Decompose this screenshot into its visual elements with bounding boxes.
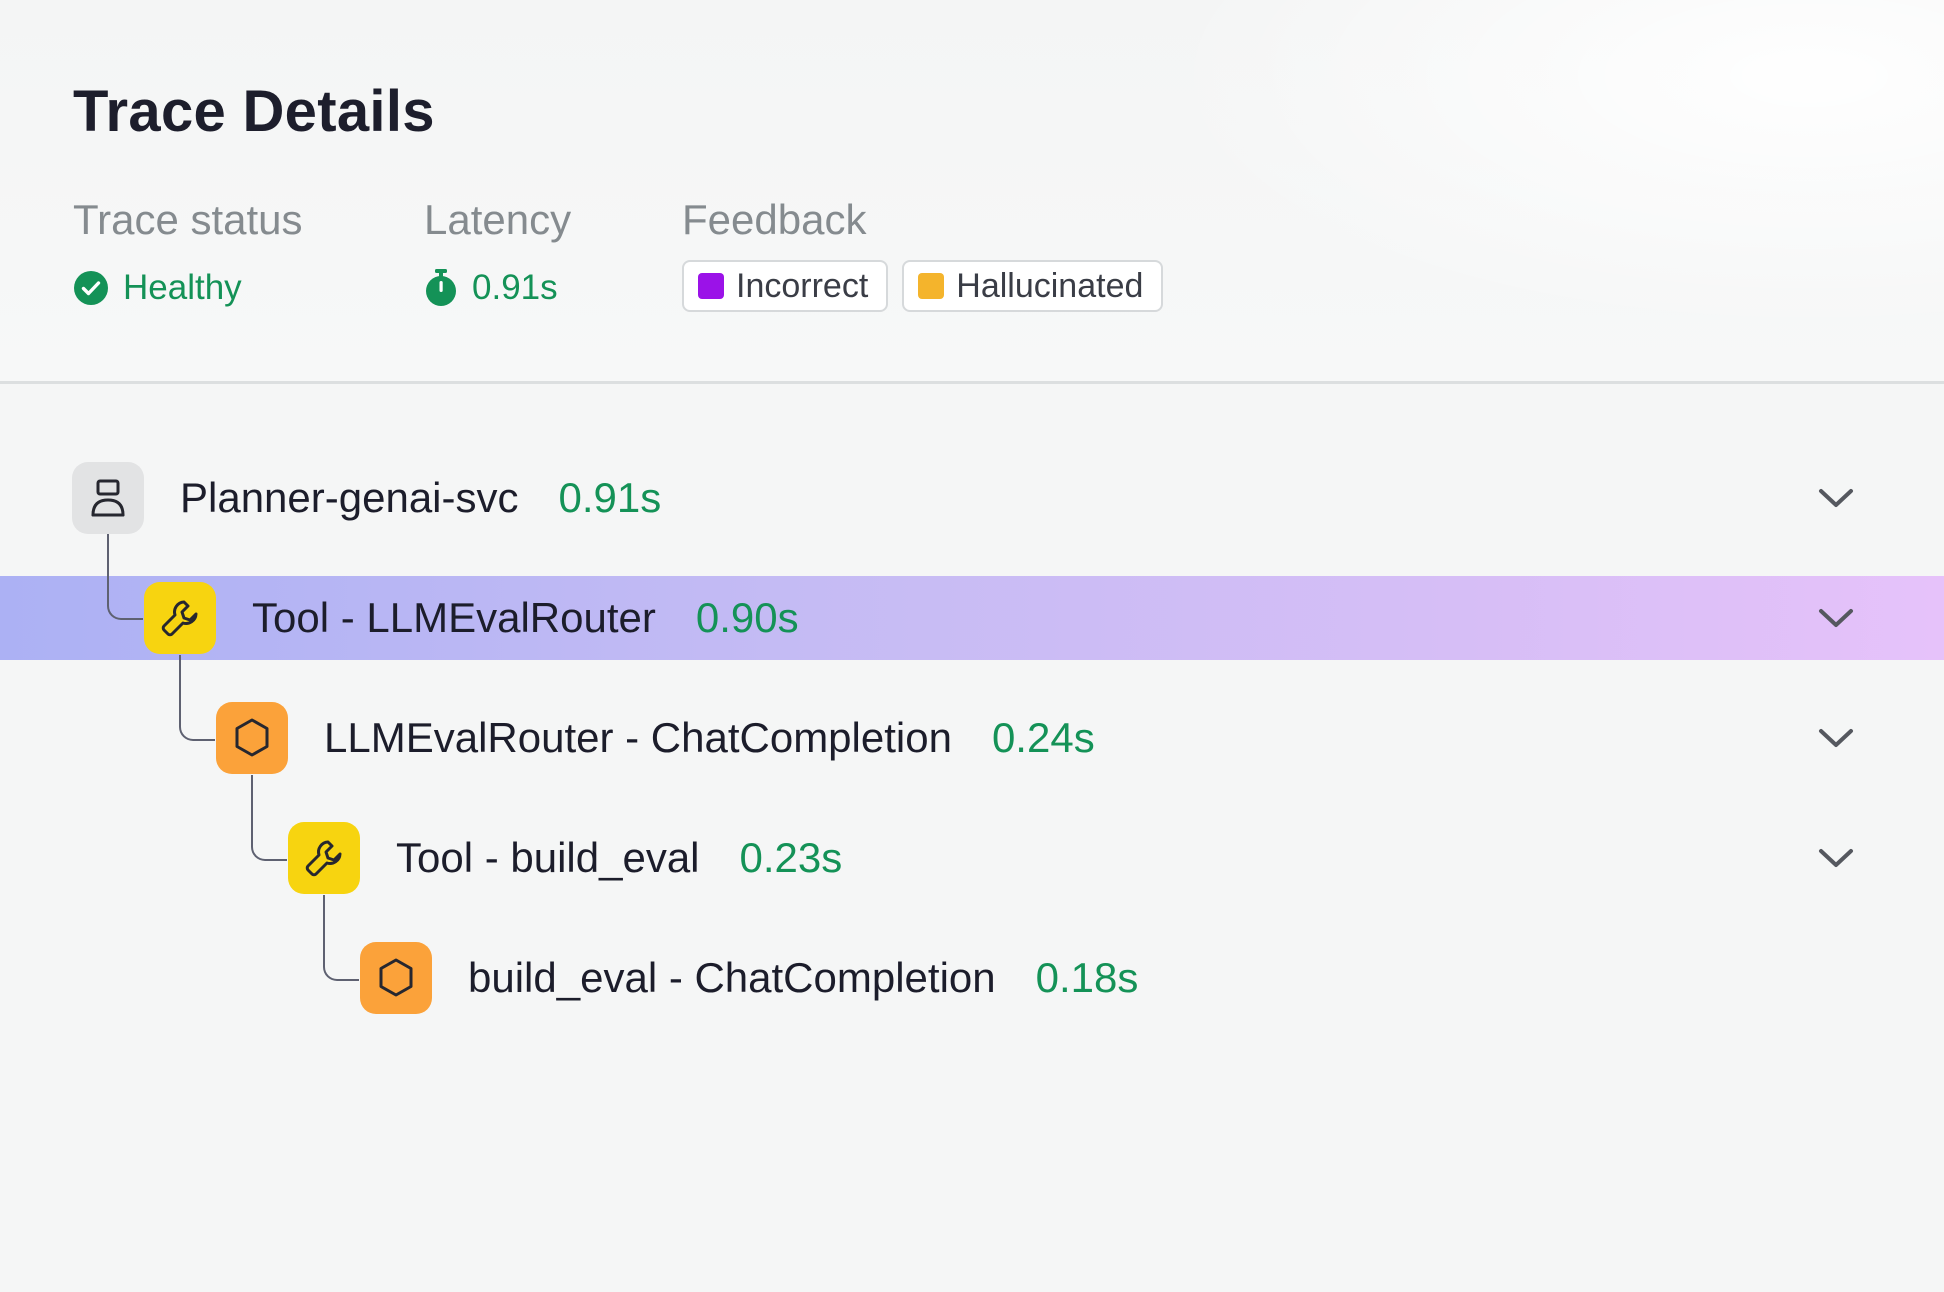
span-row-llmevalrouter-tool[interactable] — [144, 582, 216, 654]
span-label[interactable]: Tool - LLMEvalRouter 0.90s — [252, 590, 799, 646]
span-name: Planner-genai-svc — [180, 474, 519, 521]
wrench-icon — [161, 600, 198, 637]
span-duration: 0.24s — [991, 714, 1095, 761]
expand-button[interactable] — [1816, 478, 1856, 518]
expand-button[interactable] — [1816, 838, 1856, 878]
trace-status-text: Healthy — [123, 268, 242, 307]
tree-connector — [107, 534, 143, 620]
trace-status-label: Trace status — [73, 196, 303, 243]
span-duration: 0.91s — [558, 474, 662, 521]
span-row-build-eval-chat[interactable] — [360, 942, 432, 1014]
trace-header — [0, 0, 1944, 382]
expand-button[interactable] — [1816, 598, 1856, 638]
span-label[interactable]: build_eval - ChatCompletion 0.18s — [468, 950, 1138, 1006]
feedback-tag-hallucinated[interactable]: Hallucinated — [902, 260, 1164, 312]
check-circle-icon — [74, 271, 108, 305]
span-name: Tool - build_eval — [396, 834, 700, 881]
feedback-tag-label: Incorrect — [736, 266, 869, 305]
span-label[interactable]: Planner-genai-svc 0.91s — [180, 470, 661, 526]
latency-text: 0.91s — [472, 268, 558, 307]
tree-connector — [323, 895, 359, 981]
feedback-tags: Incorrect Hallucinated — [682, 260, 1177, 316]
feedback-section: Feedback Incorrect Hallucinated — [682, 196, 1177, 316]
chevron-down-icon — [1819, 489, 1853, 507]
span-duration: 0.23s — [739, 834, 843, 881]
span-duration: 0.90s — [695, 594, 799, 641]
feedback-label: Feedback — [682, 196, 867, 243]
latency-label: Latency — [424, 196, 572, 243]
span-label[interactable]: Tool - build_eval 0.23s — [396, 830, 842, 886]
tree-connector — [179, 655, 215, 741]
latency-value: 0.91s — [424, 260, 571, 316]
server-icon — [91, 479, 125, 517]
tag-color-swatch — [918, 273, 945, 299]
hexagon-icon — [235, 718, 269, 757]
selected-span-highlight — [0, 576, 1944, 660]
chevron-down-icon — [1819, 609, 1853, 627]
chevron-down-icon — [1819, 729, 1853, 747]
span-name: Tool - LLMEvalRouter — [252, 594, 656, 641]
trace-status-section: Trace status Healthy — [73, 196, 303, 316]
chevron-down-icon — [1819, 849, 1853, 867]
trace-status-value: Healthy — [73, 260, 303, 316]
latency-section: Latency 0.91s — [424, 196, 571, 316]
span-name: build_eval - ChatCompletion — [468, 954, 996, 1001]
wrench-icon — [305, 840, 342, 877]
span-duration: 0.18s — [1035, 954, 1139, 1001]
span-row-build-eval-tool[interactable] — [288, 822, 360, 894]
page-title: Trace Details — [73, 79, 435, 144]
feedback-tag-label: Hallucinated — [956, 266, 1144, 305]
tag-color-swatch — [698, 273, 724, 299]
span-row-llmevalrouter-chat[interactable] — [216, 702, 288, 774]
hexagon-icon — [379, 958, 413, 997]
header-divider — [0, 381, 1944, 384]
span-row-planner[interactable] — [72, 462, 144, 534]
span-name: LLMEvalRouter - ChatCompletion — [324, 714, 952, 761]
span-label[interactable]: LLMEvalRouter - ChatCompletion 0.24s — [324, 710, 1095, 766]
expand-button[interactable] — [1816, 718, 1856, 758]
stopwatch-icon — [426, 269, 456, 306]
feedback-tag-incorrect[interactable]: Incorrect — [682, 260, 889, 312]
tree-connector — [251, 775, 287, 861]
